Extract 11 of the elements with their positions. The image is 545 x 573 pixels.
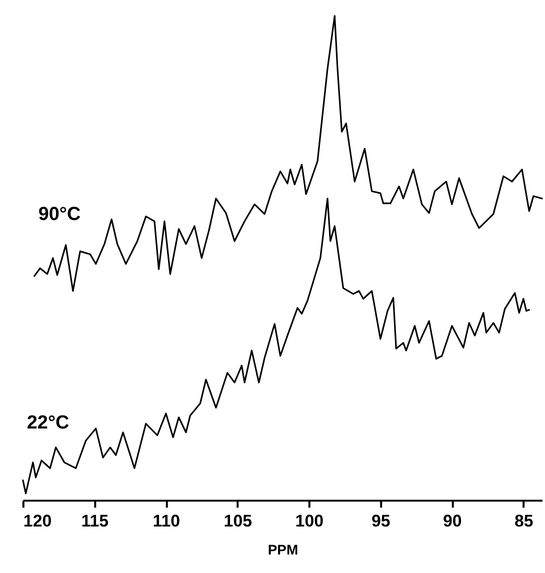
series-label: 90°C	[38, 204, 81, 226]
series-label: 22°C	[26, 412, 70, 434]
x-tick-label: 100	[295, 512, 324, 531]
x-tick-label: 120	[23, 512, 52, 531]
x-tick-label: 95	[372, 512, 390, 531]
x-tick-label: 110	[152, 512, 180, 531]
x-tick-label: 115	[81, 512, 109, 531]
x-tick-label: 85	[514, 512, 534, 531]
x-tick-label: 105	[224, 512, 252, 531]
x-tick-label: 90	[443, 512, 462, 531]
x-axis-title: PPM	[268, 541, 298, 558]
